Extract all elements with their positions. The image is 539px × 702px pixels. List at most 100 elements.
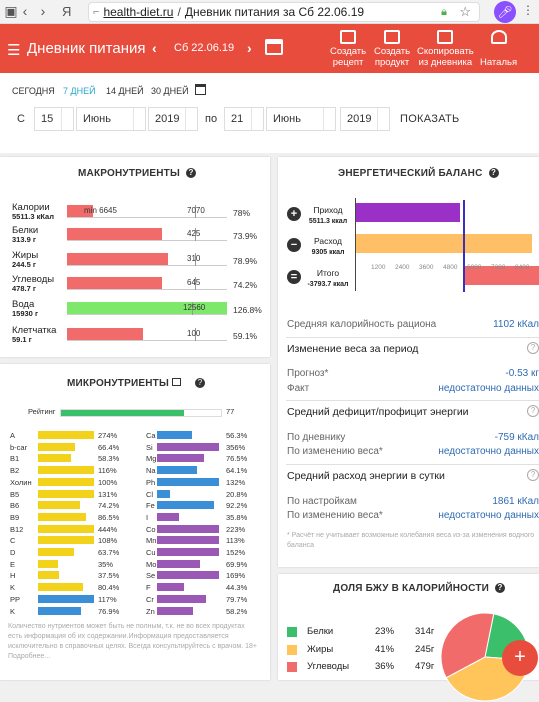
bju-grams: 245г (415, 644, 435, 655)
diary-deficit-value: -759 кКал (494, 432, 539, 443)
help-icon[interactable]: ? (527, 405, 539, 417)
vitamins-row: A 274% (10, 430, 130, 442)
rating-value: 77 (226, 407, 235, 416)
macro-norm-line (195, 228, 196, 241)
minerals-name: Na (146, 466, 156, 476)
vitamins-row: D 63.7% (10, 547, 130, 559)
copy-from-diary-button[interactable]: Скопировать из дневника (417, 30, 474, 68)
vitamins-percent: 80.4% (98, 583, 120, 593)
help-icon[interactable]: ? (495, 583, 506, 593)
macro-norm: 310 (187, 254, 201, 263)
macro-min: min 6645 (84, 206, 117, 215)
macro-track: 100 (67, 328, 227, 341)
help-icon[interactable]: ? (185, 168, 196, 178)
rating-label: Рейтинг (28, 407, 56, 416)
macro-norm: 100 (187, 329, 201, 338)
divider (286, 464, 539, 465)
from-month-select[interactable]: Июнь (76, 107, 146, 131)
energy-axis (355, 198, 356, 291)
macro-track: min 6645 7070 (67, 205, 227, 218)
bju-grams: 479г (415, 661, 435, 672)
prev-day-icon[interactable]: ‹ (152, 40, 157, 56)
help-icon[interactable]: ? (488, 168, 499, 178)
fact-value: недостаточно данных (438, 383, 539, 394)
menu-icon[interactable]: ☰ (7, 42, 21, 59)
address-bar[interactable]: ⌐ health-diet.ru / Дневник питания за Сб… (88, 2, 480, 22)
minerals-row: Na 64.1% (146, 465, 266, 477)
from-day-select[interactable]: 15 (34, 107, 74, 131)
minus-icon: − (287, 238, 301, 252)
help-icon[interactable]: ? (527, 342, 539, 354)
macro-name: Углеводы (12, 274, 55, 285)
bju-swatch (287, 627, 297, 637)
yandex-logo[interactable]: Я (62, 4, 72, 19)
minerals-percent: 356% (226, 442, 246, 452)
macro-percent: 78% (233, 208, 251, 218)
macro-norm-line (192, 302, 193, 315)
vitamins-name: C (10, 536, 16, 546)
energy-label: Итого -3793.7 ккал (303, 268, 353, 290)
energy-tick: 6000 (467, 264, 482, 271)
help-icon[interactable]: ? (527, 469, 539, 481)
deficit-heading: Средний дефицит/профицит энергии (287, 406, 469, 418)
minerals-bar (157, 466, 197, 475)
period-7-days[interactable]: 7 ДНЕЙ (63, 86, 96, 96)
energy-balance-title: ЭНЕРГЕТИЧЕСКИЙ БАЛАНС? (338, 168, 499, 179)
macro-bar (67, 205, 93, 217)
create-product-line2: продукт (374, 57, 410, 68)
minerals-bar (157, 536, 219, 545)
vitamins-percent: 117% (98, 594, 117, 604)
minerals-bar (157, 512, 179, 521)
macro-amount: 313.9 г (12, 235, 36, 244)
period-30-days[interactable]: 30 ДНЕЙ (151, 86, 189, 96)
macro-name: Жиры (12, 250, 39, 261)
macro-norm: 12560 (183, 303, 206, 312)
vitamins-row: B2 116% (10, 465, 130, 477)
weight-spend-value: недостаточно данных (438, 510, 539, 521)
current-date[interactable]: Сб 22.06.19 (174, 42, 235, 54)
period-14-days[interactable]: 14 ДНЕЙ (106, 86, 144, 96)
show-button[interactable]: ПОКАЗАТЬ (400, 113, 460, 125)
create-product-button[interactable]: Создать продукт (374, 30, 410, 68)
minerals-row: Se 169% (146, 570, 266, 582)
macro-amount: 59.1 г (12, 335, 32, 344)
back-icon[interactable]: ‹ (22, 3, 28, 19)
to-day-select[interactable]: 21 (224, 107, 264, 131)
next-day-icon[interactable]: › (247, 40, 252, 56)
macro-percent: 126.8% (233, 305, 262, 315)
to-year-select[interactable]: 2019 (340, 107, 390, 131)
vitamins-name: PP (10, 594, 21, 604)
minerals-name: Se (146, 571, 156, 581)
to-label: по (205, 113, 218, 125)
minerals-percent: 56.3% (226, 431, 248, 440)
minerals-name: Mo (146, 559, 157, 569)
voice-assistant-icon[interactable]: 🎤︎ (494, 1, 516, 23)
vitamins-bar (38, 536, 94, 545)
create-recipe-button[interactable]: Создать рецепт (330, 30, 366, 68)
bju-row: Белки 23% 314г (287, 626, 437, 640)
browser-menu-icon[interactable]: ⋮ (522, 3, 534, 17)
vitamins-percent: 100% (98, 477, 118, 487)
calendar-icon[interactable] (265, 39, 283, 55)
table-view-icon[interactable] (172, 378, 181, 386)
period-calendar-icon[interactable] (195, 84, 206, 95)
vitamins-row: b-car 66.4% (10, 442, 130, 454)
vitamins-name: B12 (10, 524, 24, 534)
bju-percent: 36% (375, 661, 395, 672)
forward-icon[interactable]: › (40, 3, 46, 19)
user-profile-button[interactable]: Наталья (480, 30, 517, 68)
tabs-icon[interactable]: ▣ (4, 3, 18, 19)
bju-percent: 41% (375, 644, 395, 655)
from-year-select[interactable]: 2019 (148, 107, 198, 131)
help-icon[interactable]: ? (195, 378, 205, 388)
vitamins-bar (38, 442, 75, 451)
to-month-select[interactable]: Июнь (266, 107, 336, 131)
minerals-row: Mg 76.5% (146, 453, 266, 465)
macro-name: Белки (12, 225, 39, 236)
add-button[interactable]: + (502, 640, 538, 676)
macro-track: 645 (67, 277, 227, 290)
period-today[interactable]: СЕГОДНЯ (12, 86, 55, 96)
vitamins-name: B5 (10, 489, 20, 499)
bookmark-star-icon[interactable]: ☆ (459, 4, 471, 19)
settings-spend-label: По настройкам (287, 496, 357, 507)
